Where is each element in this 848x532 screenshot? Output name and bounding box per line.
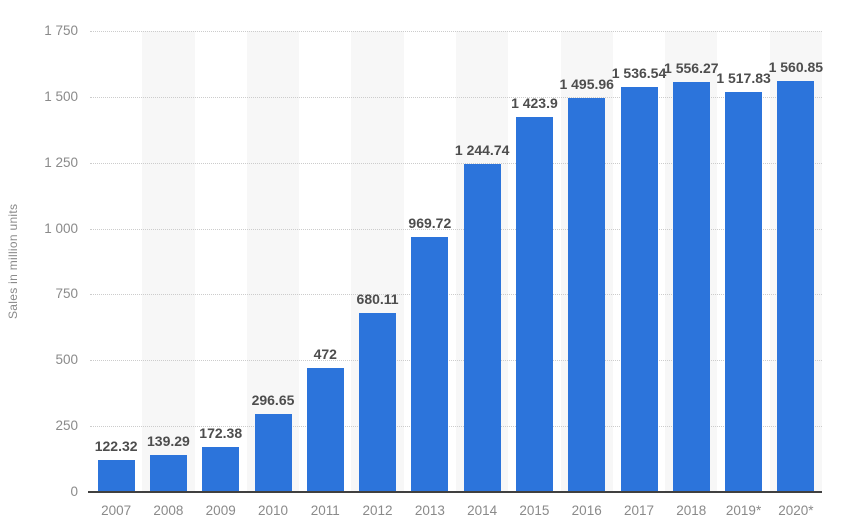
y-axis-tick-label: 1 750 <box>44 23 78 38</box>
bar-2013[interactable] <box>411 236 449 492</box>
bar-value-label: 1 560.85 <box>768 58 824 75</box>
bar-value-label: 1 423.9 <box>511 94 558 111</box>
y-axis-tick-label: 1 500 <box>44 88 78 104</box>
gridline <box>90 360 822 362</box>
gridline <box>90 31 822 32</box>
bar-value-label: 1 495.96 <box>559 75 614 92</box>
bar-value-label: 296.65 <box>251 391 295 408</box>
x-axis-tick-label: 2018 <box>676 503 707 518</box>
bar-value-label: 1 556.27 <box>664 60 719 77</box>
x-axis-tick-label: 2012 <box>362 503 393 518</box>
y-axis-tick-label: 500 <box>55 352 78 368</box>
bar-2020[interactable] <box>777 80 815 492</box>
gridline <box>90 294 822 296</box>
bar-2012[interactable] <box>359 312 397 492</box>
bar-value-label: 1 244.74 <box>454 142 510 159</box>
x-axis-tick-label: 2017 <box>623 503 655 518</box>
y-axis-tick-label: 750 <box>55 286 78 302</box>
bar-value-label: 139.29 <box>147 433 190 450</box>
bar-2010[interactable] <box>254 413 292 492</box>
x-axis-tick-label: 2019* <box>725 503 762 518</box>
bar-2017[interactable] <box>620 87 658 492</box>
bar-2014[interactable] <box>463 164 501 492</box>
x-axis-tick-label: 2008 <box>153 503 184 518</box>
x-axis-tick-label: 2013 <box>414 503 445 518</box>
x-axis-tick-label: 2016 <box>571 503 602 518</box>
y-axis-tick-label: 1 000 <box>44 220 78 236</box>
bar-value-label: 680.11 <box>356 290 399 307</box>
x-axis-tick-label: 2009 <box>205 503 236 518</box>
bar-value-label: 1 517.83 <box>716 70 771 87</box>
y-axis-tick-label: 1 250 <box>44 154 78 170</box>
x-axis-tick-label: 2015 <box>519 503 550 518</box>
bar-2007[interactable] <box>97 459 135 492</box>
x-axis-tick-label: 2020* <box>778 503 814 518</box>
bar-2009[interactable] <box>202 446 240 492</box>
gridline <box>90 426 822 428</box>
bar-2016[interactable] <box>568 97 606 492</box>
gridline <box>90 228 822 230</box>
y-axis-tick-label: 0 <box>70 484 78 499</box>
x-axis-line <box>88 491 822 493</box>
bar-value-label: 172.38 <box>199 424 243 441</box>
plot-background-band <box>142 31 195 492</box>
bar-value-label: 472 <box>313 345 337 362</box>
bar-value-label: 1 536.54 <box>611 65 667 82</box>
bar-value-label: 122.32 <box>94 437 138 454</box>
y-axis-title: Sales in million units <box>6 203 20 320</box>
gridline <box>90 162 822 164</box>
x-axis-tick-label: 2011 <box>310 503 340 518</box>
gridline <box>90 96 822 98</box>
bar-2011[interactable] <box>306 367 344 492</box>
x-axis-tick-label: 2007 <box>101 503 132 518</box>
x-axis-tick-label: 2014 <box>467 503 498 518</box>
bar-value-label: 969.72 <box>408 214 452 231</box>
bar-2008[interactable] <box>149 455 187 492</box>
bar-2019[interactable] <box>725 92 763 492</box>
x-axis-tick-label: 2010 <box>257 503 289 518</box>
bar-2015[interactable] <box>515 116 553 492</box>
y-axis-tick-label: 250 <box>55 418 78 434</box>
bar-2018[interactable] <box>672 82 710 492</box>
